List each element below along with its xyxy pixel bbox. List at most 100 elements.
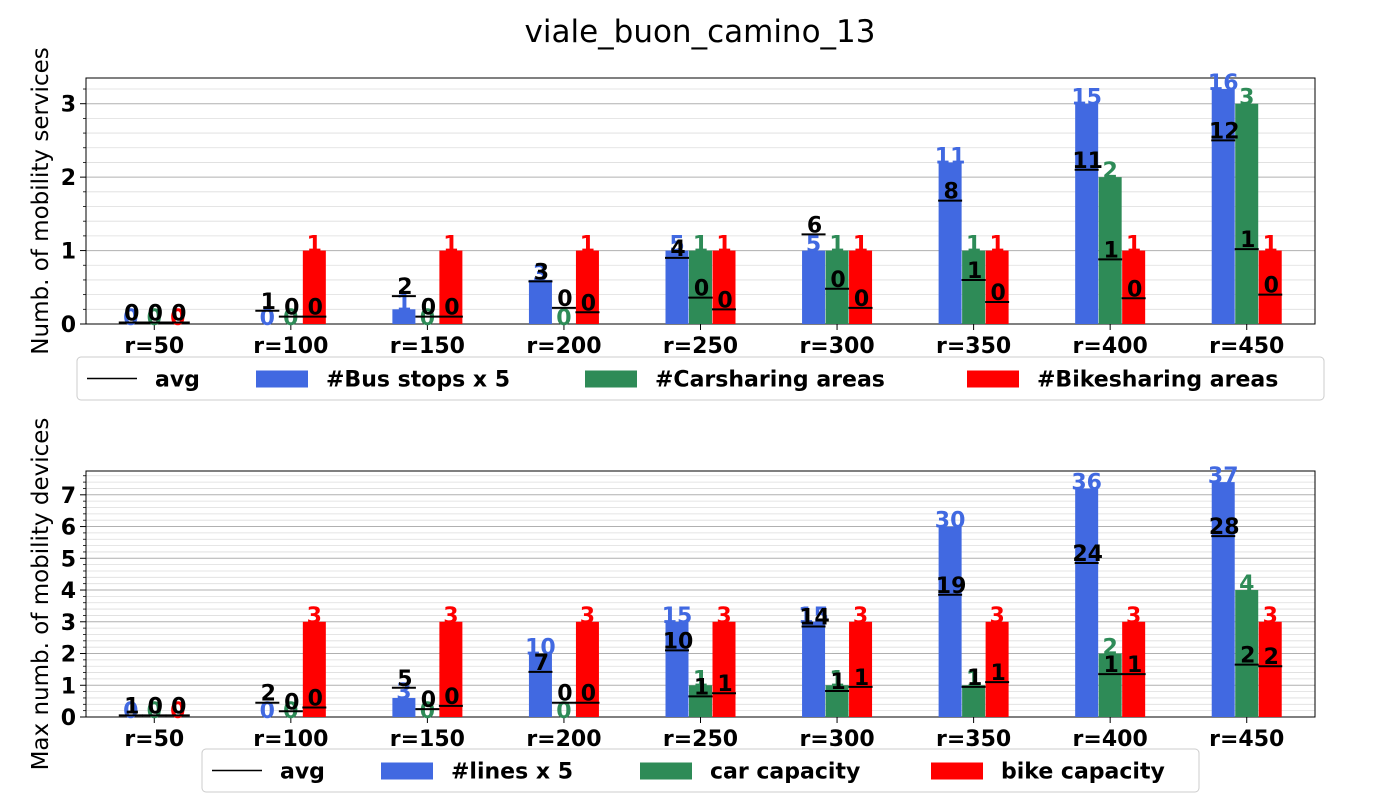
- avg-label: 0: [581, 682, 596, 707]
- y-tick-label: 0: [61, 706, 76, 731]
- avg-label: 0: [1127, 277, 1142, 302]
- avg-label: 0: [444, 296, 459, 321]
- bar-bikesharing-areas-r-300: [849, 250, 873, 324]
- value-label: 15: [662, 604, 693, 629]
- avg-label: 0: [581, 291, 596, 316]
- bar-bike-capacity-r-450: [1258, 621, 1282, 717]
- avg-label: 1: [1104, 653, 1119, 678]
- bar-bikesharing-areas-r-100: [302, 250, 326, 324]
- avg-label: 0: [421, 296, 436, 321]
- bar-bikesharing-areas-r-200: [575, 250, 599, 324]
- legend-box: [201, 748, 1200, 793]
- value-label: 0: [260, 699, 275, 724]
- avg-label: 0: [284, 690, 299, 715]
- value-label: 0: [170, 306, 185, 331]
- bar-bikesharing-areas-r-350: [985, 250, 1009, 324]
- value-label: 1: [443, 233, 458, 258]
- bar-bike-capacity-r-300: [849, 621, 873, 717]
- value-label: 0: [420, 699, 435, 724]
- avg-label: 1: [124, 694, 139, 719]
- avg-label: 4: [670, 237, 685, 262]
- value-label: 0: [283, 306, 298, 331]
- legend-swatch-car-capacity: [640, 762, 692, 780]
- avg-label: 2: [1264, 645, 1279, 670]
- bar-bike-capacity-r-150: [439, 621, 463, 717]
- bar-bus-stops-x-5-r-300: [802, 250, 826, 324]
- y-axis-label: Numb. of mobility services: [28, 47, 54, 354]
- value-label: 2: [1103, 636, 1118, 661]
- x-tick-label-r-350: r=350: [936, 334, 1011, 359]
- legend-label-lines-x-5: #lines x 5: [451, 760, 573, 785]
- x-tick-label-r-300: r=300: [799, 334, 874, 359]
- x-tick-label-r-100: r=100: [253, 727, 328, 752]
- avg-label: 24: [1072, 542, 1103, 567]
- bar-bike-capacity-r-400: [1122, 621, 1146, 717]
- value-label: 3: [716, 604, 731, 629]
- value-labels-carsharing-areas: 0 0 0 01 1 123: [147, 86, 1255, 331]
- y-tick-label: 2: [61, 166, 76, 191]
- value-label: 1: [853, 233, 868, 258]
- value-label: 5: [669, 233, 684, 258]
- y-tick-label: 1: [61, 674, 76, 699]
- value-label: 0: [123, 306, 138, 331]
- bar-bikesharing-areas-r-450: [1258, 250, 1282, 324]
- value-label: 0: [260, 306, 275, 331]
- avg-label: 1: [1127, 653, 1142, 678]
- bar-bike-capacity-r-100: [302, 621, 326, 717]
- value-label: 3: [580, 604, 595, 629]
- series-carsharing-areas: [689, 103, 1259, 324]
- gridlines: [86, 475, 1315, 712]
- value-label: 1: [693, 233, 708, 258]
- y-tick-label: 3: [61, 93, 76, 118]
- bar-lines-x-5-r-150: [392, 697, 416, 717]
- avg-label: 0: [308, 296, 323, 321]
- y-tick-label: 2: [61, 643, 76, 668]
- bar-bus-stops-x-5-r-250: [665, 250, 689, 324]
- bar-lines-x-5-r-250: [665, 621, 689, 717]
- x-tick-label-r-400: r=400: [1073, 334, 1148, 359]
- bar-bike-capacity-r-350: [985, 621, 1009, 717]
- legend: avg #lines x 5 car capacity bike capacity: [201, 748, 1200, 793]
- series-lines-x-5: [392, 482, 1235, 717]
- avg-label: 0: [284, 296, 299, 321]
- value-label: 3: [307, 604, 322, 629]
- legend-swatch-bikesharing-areas: [967, 370, 1019, 388]
- legend-box: [76, 356, 1325, 401]
- x-tick-label-r-250: r=250: [663, 334, 738, 359]
- value-label: 0: [170, 699, 185, 724]
- avg-label: 1: [694, 675, 709, 700]
- value-label: 1: [829, 233, 844, 258]
- x-tick-label-r-350: r=350: [936, 727, 1011, 752]
- avg-label: 0: [990, 281, 1005, 306]
- bar-lines-x-5-r-300: [802, 621, 826, 717]
- y-tick-label: 7: [61, 484, 76, 509]
- avg-label: 14: [799, 606, 830, 631]
- value-label: 0: [147, 699, 162, 724]
- bar-carsharing-areas-r-400: [1098, 177, 1122, 324]
- value-label: 1: [716, 233, 731, 258]
- value-label: 0: [147, 306, 162, 331]
- x-tick-label-r-250: r=250: [663, 727, 738, 752]
- chart-title: viale_buon_camino_13: [525, 14, 876, 50]
- x-tick-label-r-200: r=200: [526, 727, 601, 752]
- y-tick-label: 5: [61, 547, 76, 572]
- value-label: 30: [935, 509, 966, 534]
- avg-label: 0: [854, 287, 869, 312]
- value-label: 3: [443, 604, 458, 629]
- x-tick-label-r-400: r=400: [1073, 727, 1148, 752]
- y-tick-label: 4: [61, 579, 76, 604]
- value-label: 1: [966, 233, 981, 258]
- x-tick-label-r-50: r=50: [124, 334, 184, 359]
- value-label: 5: [806, 233, 821, 258]
- bar-bike-capacity-r-200: [575, 621, 599, 717]
- value-label: 15: [798, 604, 829, 629]
- avg-label: 8: [943, 180, 958, 205]
- bar-carsharing-areas-r-350: [962, 250, 986, 324]
- avg-label: 1: [717, 672, 732, 697]
- bar-lines-x-5-r-400: [1075, 488, 1099, 717]
- value-label: 1: [1126, 233, 1141, 258]
